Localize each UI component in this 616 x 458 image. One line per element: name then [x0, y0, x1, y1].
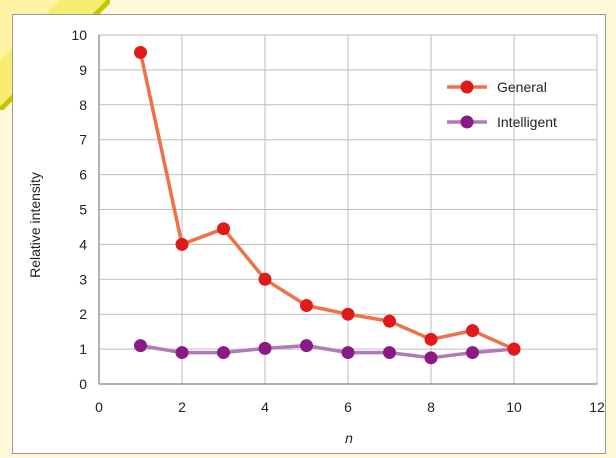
legend-label-general: General	[497, 79, 547, 95]
data-point-intelligent	[300, 339, 313, 353]
x-tick-label: 4	[261, 399, 269, 415]
y-tick-label: 4	[79, 236, 87, 252]
series-line-general	[138, 52, 515, 351]
series-layer	[134, 45, 521, 365]
y-tick-label: 5	[79, 202, 87, 218]
data-point-intelligent	[134, 339, 147, 353]
y-tick-label: 2	[79, 306, 87, 322]
x-tick-label: 10	[506, 399, 522, 415]
data-point-general	[258, 272, 272, 286]
data-point-general	[175, 237, 189, 251]
data-point-intelligent	[175, 346, 189, 360]
grid-lines	[99, 34, 598, 384]
legend-label-intelligent: Intelligent	[497, 114, 557, 130]
y-tick-label: 0	[79, 376, 87, 392]
data-point-general	[507, 342, 521, 356]
data-point-intelligent	[341, 346, 355, 360]
data-point-intelligent	[258, 341, 272, 355]
data-point-general	[134, 45, 147, 59]
data-point-general	[383, 314, 396, 328]
legend: General Intelligent	[447, 79, 557, 130]
y-tick-label: 1	[79, 341, 87, 357]
x-axis-label: n	[345, 430, 353, 446]
x-tick-label: 6	[344, 399, 352, 415]
y-tick-label: 6	[79, 167, 87, 183]
data-point-general	[424, 332, 438, 346]
data-point-intelligent	[466, 346, 479, 360]
x-tick-label: 12	[589, 399, 605, 415]
legend-marker-intelligent	[460, 115, 474, 129]
x-tick-label: 2	[178, 399, 186, 415]
y-tick-label: 8	[79, 97, 87, 113]
legend-marker-general	[460, 80, 474, 94]
y-tick-label: 10	[71, 27, 87, 43]
series-line-intelligent	[140, 343, 515, 360]
chart-panel: 0 1 2 3 4 5 6 7 8 9 10 0 2 4 6 8 10 12 General Intelligent…	[12, 14, 606, 454]
y-tick-label: 9	[79, 62, 87, 78]
data-point-general	[466, 324, 479, 338]
x-tick-label: 8	[427, 399, 435, 415]
data-point-general	[341, 307, 355, 321]
data-point-intelligent	[217, 346, 230, 360]
data-point-general	[300, 298, 313, 312]
y-axis-label: Relative intensity	[27, 172, 43, 278]
x-tick-label: 0	[95, 399, 103, 415]
data-point-intelligent	[424, 351, 438, 365]
data-point-intelligent	[383, 346, 396, 360]
data-point-general	[217, 222, 230, 236]
y-tick-label: 3	[79, 271, 87, 287]
y-tick-label: 7	[79, 132, 87, 148]
